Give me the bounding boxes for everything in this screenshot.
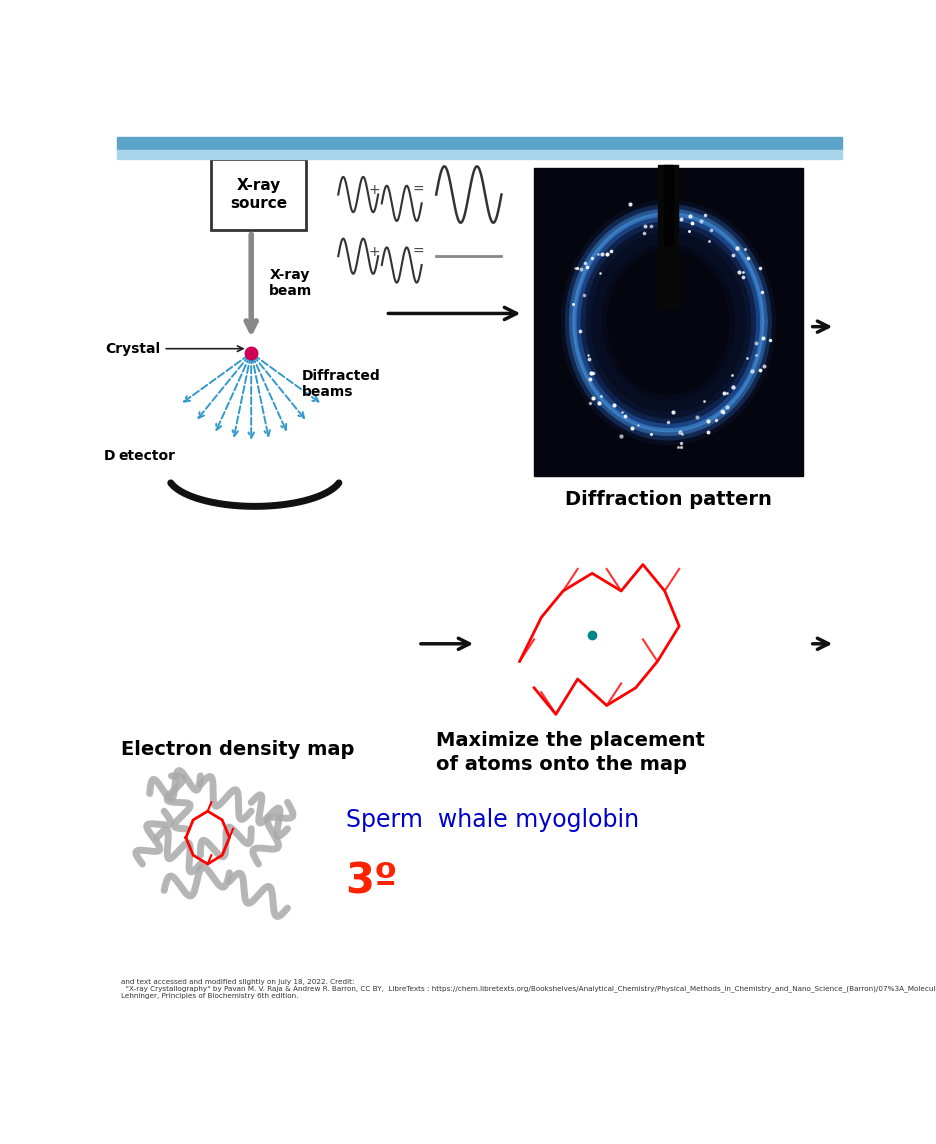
Bar: [664, 165, 673, 245]
Text: Diffraction pattern: Diffraction pattern: [564, 490, 772, 509]
Text: etector: etector: [119, 450, 175, 463]
Bar: [658, 165, 679, 307]
Text: Electron density map: Electron density map: [121, 740, 354, 758]
Text: and text accessed and modified slightly on July 18, 2022. Credit:
  "X-ray Cryst: and text accessed and modified slightly …: [121, 978, 936, 999]
Bar: [117, 151, 842, 159]
Text: +: +: [369, 183, 380, 197]
Text: X-ray
source: X-ray source: [230, 178, 287, 210]
Text: +: +: [369, 245, 380, 259]
Text: Crystal: Crystal: [106, 342, 243, 356]
Text: =: =: [412, 183, 424, 197]
Text: 3º: 3º: [345, 860, 398, 903]
Text: =: =: [412, 245, 424, 259]
Text: D: D: [103, 450, 115, 463]
Bar: [534, 168, 802, 476]
Text: Sperm  whale myoglobin: Sperm whale myoglobin: [345, 808, 638, 832]
Bar: [117, 137, 842, 151]
Text: of atoms onto the map: of atoms onto the map: [436, 755, 687, 774]
Bar: [212, 159, 306, 230]
Text: Diffracted
beams: Diffracted beams: [302, 368, 381, 399]
Text: Maximize the placement: Maximize the placement: [436, 731, 705, 750]
Text: X-ray
beam: X-ray beam: [270, 268, 313, 297]
